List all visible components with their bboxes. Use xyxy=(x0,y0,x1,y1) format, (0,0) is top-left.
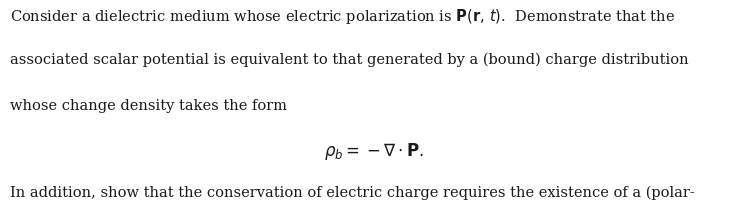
Text: whose change density takes the form: whose change density takes the form xyxy=(10,99,287,113)
Text: associated scalar potential is equivalent to that generated by a (bound) charge : associated scalar potential is equivalen… xyxy=(10,53,688,67)
Text: Consider a dielectric medium whose electric polarization is $\mathbf{P}(\mathbf{: Consider a dielectric medium whose elect… xyxy=(10,7,675,26)
Text: $\rho_b = -\nabla \cdot \mathbf{P}.$: $\rho_b = -\nabla \cdot \mathbf{P}.$ xyxy=(323,141,424,162)
Text: In addition, show that the conservation of electric charge requires the existenc: In addition, show that the conservation … xyxy=(10,186,695,200)
